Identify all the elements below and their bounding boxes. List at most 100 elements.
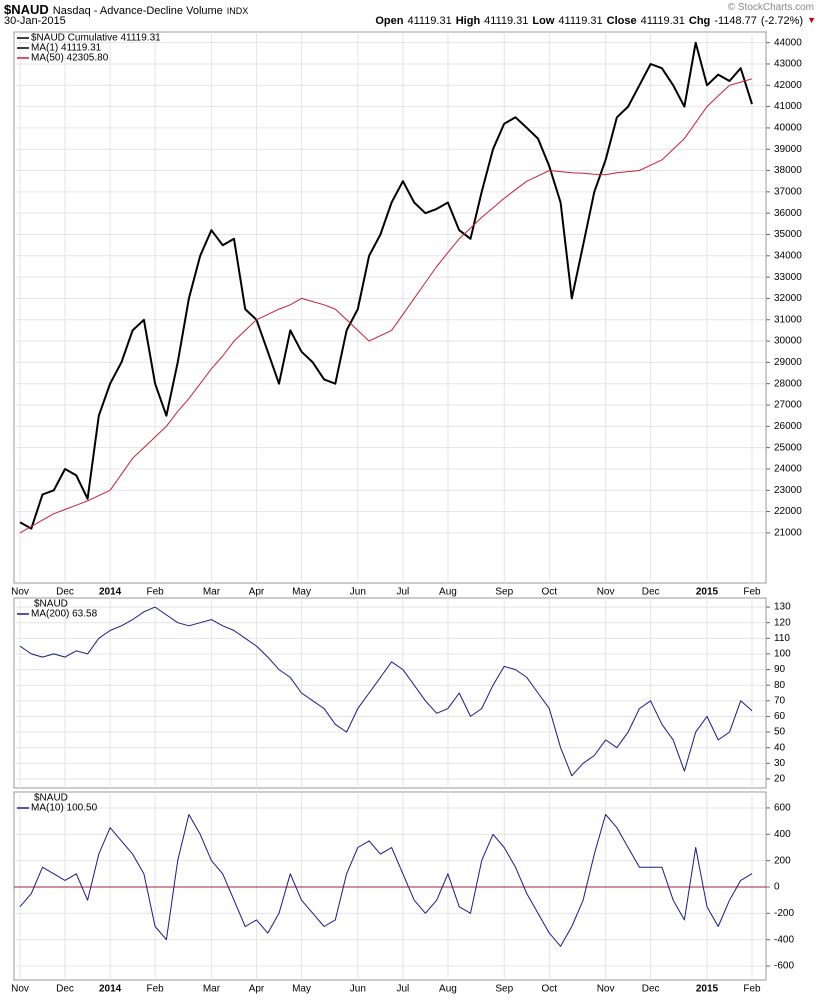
x-tick-label: Aug <box>439 587 457 598</box>
exchange: INDX <box>226 6 249 16</box>
x-tick-label: Mar <box>203 984 221 995</box>
x-tick-label: 2014 <box>99 984 122 995</box>
change-label: Chg <box>688 15 711 27</box>
x-tick-label: Sep <box>495 984 513 995</box>
title-row: $NAUD Nasdaq - Advance-Decline Volume IN… <box>4 2 816 17</box>
y-tick-label: 20 <box>774 774 786 785</box>
series-line <box>19 41 753 530</box>
legend-label: $NAUD Cumulative 41119.31 <box>31 33 161 44</box>
y-tick-label: 23000 <box>774 485 802 496</box>
date: 30-Jan-2015 <box>4 15 66 27</box>
stat-value: 41119.31 <box>484 15 529 27</box>
x-tick-label: Dec <box>642 984 660 995</box>
y-tick-label: 0 <box>774 882 780 893</box>
y-tick-label: 130 <box>774 602 791 613</box>
stat-label: Close <box>606 15 637 27</box>
x-tick-label: Jun <box>350 587 366 598</box>
stats: Open 41119.31 High 41119.31 Low 41119.31 Close… <box>375 15 816 27</box>
y-tick-label: 28000 <box>774 378 802 389</box>
x-tick-label: Jul <box>396 984 409 995</box>
y-tick-label: 35000 <box>774 229 802 240</box>
y-tick-label: 43000 <box>774 59 802 70</box>
change-percent: (-2.72%) <box>760 15 804 27</box>
x-tick-label: Jul <box>396 587 409 598</box>
x-tick-label: Apr <box>249 984 265 995</box>
x-tick-label: Nov <box>11 984 29 995</box>
x-tick-label: May <box>292 984 311 995</box>
x-tick-label: Mar <box>203 587 221 598</box>
y-tick-label: 30 <box>774 758 786 769</box>
y-tick-label: 60 <box>774 711 786 722</box>
x-tick-label: Nov <box>11 587 29 598</box>
stat-value: 41119.31 <box>558 15 603 27</box>
stat-label: High <box>455 15 481 27</box>
x-tick-label: 2015 <box>696 587 719 598</box>
legend-label: MA(1) 41119.31 <box>31 43 102 54</box>
y-tick-label: 34000 <box>774 250 802 261</box>
plot-area <box>13 31 767 584</box>
panel-title: $NAUD <box>34 793 68 804</box>
y-tick-label: 100 <box>774 649 791 660</box>
x-tick-label: Sep <box>495 587 513 598</box>
y-tick-label: 31000 <box>774 314 802 325</box>
series-line <box>19 78 753 534</box>
x-tick-label: Feb <box>743 984 761 995</box>
x-tick-label: Feb <box>743 587 761 598</box>
series-line <box>19 606 753 777</box>
stat-value: 41119.31 <box>640 15 685 27</box>
legend-label: MA(10) 100.50 <box>31 803 98 814</box>
legend-label: MA(50) 42305.80 <box>31 53 109 64</box>
y-tick-label: -400 <box>774 934 794 945</box>
y-tick-label: -600 <box>774 961 794 972</box>
y-tick-label: 37000 <box>774 187 802 198</box>
y-tick-label: 30000 <box>774 336 802 347</box>
y-tick-label: 41000 <box>774 101 802 112</box>
x-tick-label: Nov <box>597 587 615 598</box>
down-arrow: ▼ <box>807 15 816 25</box>
y-tick-label: 38000 <box>774 165 802 176</box>
y-tick-label: 29000 <box>774 357 802 368</box>
stat-label: Low <box>532 15 555 27</box>
y-tick-label: 80 <box>774 680 786 691</box>
x-tick-label: Apr <box>249 587 265 598</box>
y-tick-label: 25000 <box>774 442 802 453</box>
x-tick-label: Oct <box>542 587 558 598</box>
y-tick-label: 44000 <box>774 37 802 48</box>
y-tick-label: 21000 <box>774 528 802 539</box>
panel-title: $NAUD <box>34 599 68 610</box>
header: $NAUD Nasdaq - Advance-Decline Volume IN… <box>4 2 816 27</box>
y-tick-label: 42000 <box>774 80 802 91</box>
x-tick-label: 2015 <box>696 984 719 995</box>
legend-label: MA(200) 63.58 <box>31 609 98 620</box>
info-row: 30-Jan-2015 Open 41119.31 High 41119.31 Low 4… <box>4 15 816 27</box>
stat-label: Open <box>375 15 404 27</box>
symbol: $NAUD <box>4 2 49 17</box>
x-tick-label: Dec <box>56 587 74 598</box>
y-tick-label: -200 <box>774 908 794 919</box>
x-tick-label: Oct <box>542 984 558 995</box>
x-tick-label: 2014 <box>99 587 122 598</box>
x-tick-label: Aug <box>439 984 457 995</box>
change-value: -1148.77 <box>714 15 757 27</box>
x-tick-label: Feb <box>147 984 165 995</box>
y-tick-label: 400 <box>774 829 791 840</box>
stat-value: 41119.31 <box>407 15 452 27</box>
y-tick-label: 27000 <box>774 400 802 411</box>
y-tick-label: 22000 <box>774 506 802 517</box>
y-tick-label: 120 <box>774 617 791 628</box>
y-tick-label: 33000 <box>774 272 802 283</box>
y-tick-label: 24000 <box>774 464 802 475</box>
y-tick-label: 90 <box>774 664 786 675</box>
watermark: © StockCharts.com <box>727 2 814 13</box>
plot-area <box>13 791 767 981</box>
y-tick-label: 50 <box>774 727 786 738</box>
y-tick-label: 200 <box>774 855 791 866</box>
y-tick-label: 600 <box>774 803 791 814</box>
y-tick-label: 110 <box>774 633 790 644</box>
plot-area <box>13 597 767 789</box>
y-tick-label: 36000 <box>774 208 802 219</box>
y-tick-label: 70 <box>774 695 786 706</box>
series-line <box>19 814 753 947</box>
x-tick-label: Feb <box>147 587 165 598</box>
